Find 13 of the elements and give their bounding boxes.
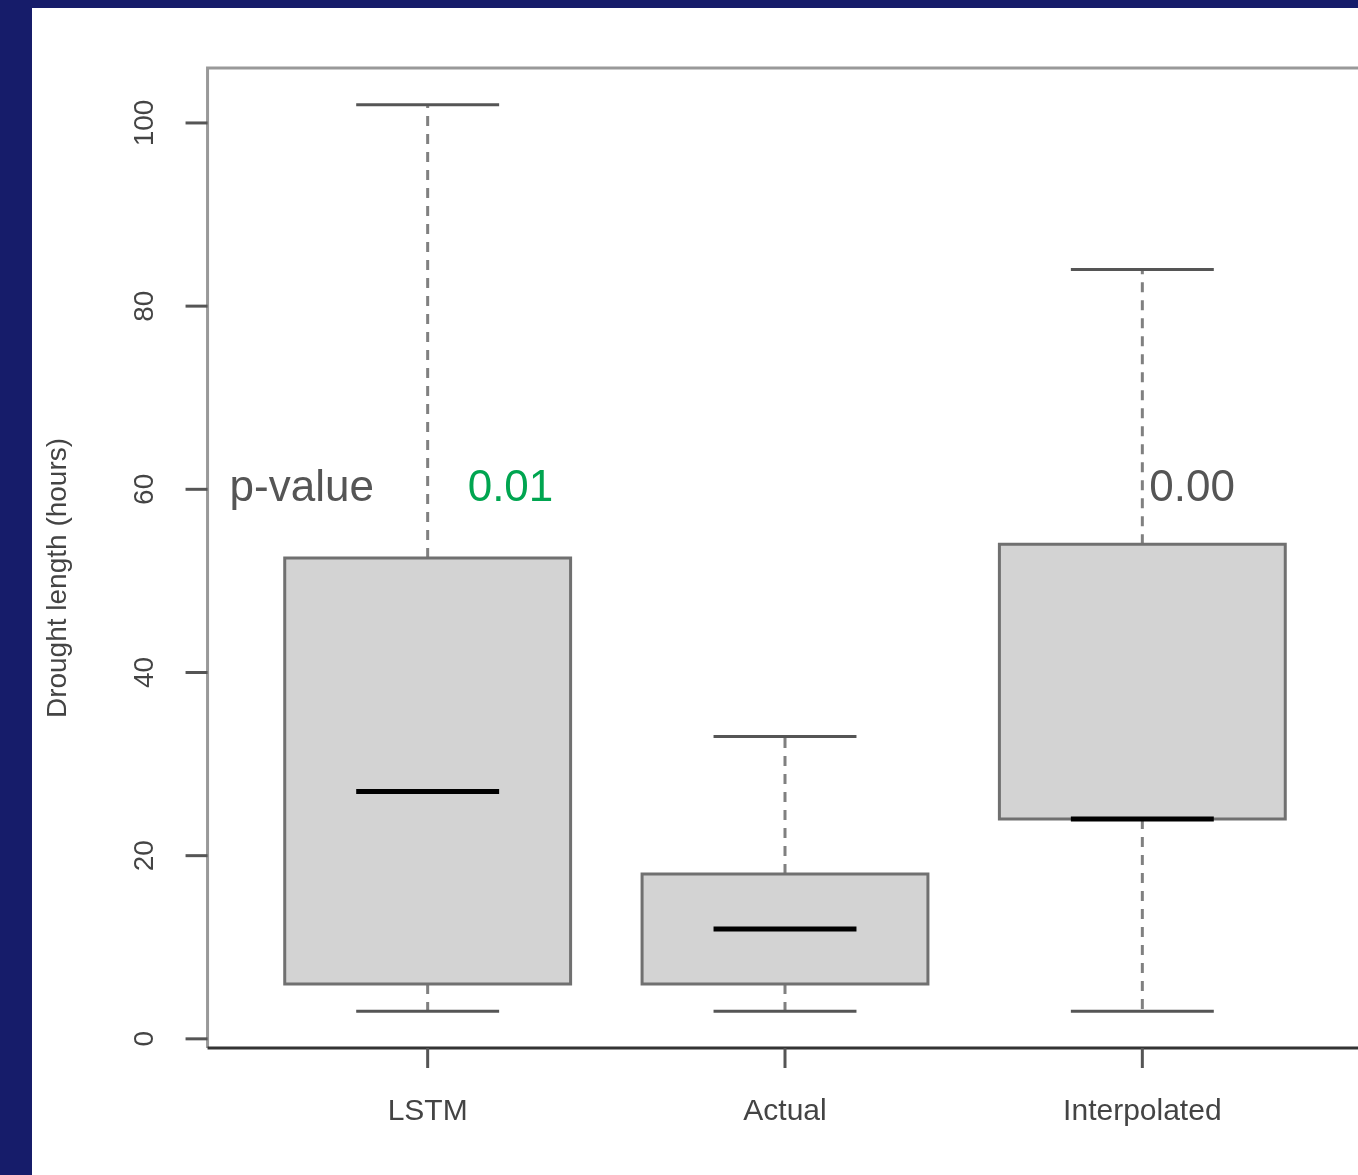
- x-tick-label: Actual: [743, 1093, 827, 1127]
- x-tick-label: LSTM: [387, 1093, 468, 1127]
- annotation: 0.00: [1149, 461, 1235, 511]
- y-tick-label: 80: [128, 290, 160, 322]
- y-axis-title: Drought length (hours): [40, 437, 72, 719]
- x-tick-label: Interpolated: [1063, 1093, 1222, 1127]
- y-tick-label: 20: [128, 840, 160, 872]
- annotation: p-value: [229, 461, 374, 511]
- y-tick-label: 40: [128, 656, 160, 689]
- y-tick-label: 100: [128, 99, 160, 147]
- y-tick-label: 0: [128, 1031, 160, 1047]
- y-tick-label: 60: [128, 473, 160, 505]
- annotation: 0.01: [467, 461, 554, 511]
